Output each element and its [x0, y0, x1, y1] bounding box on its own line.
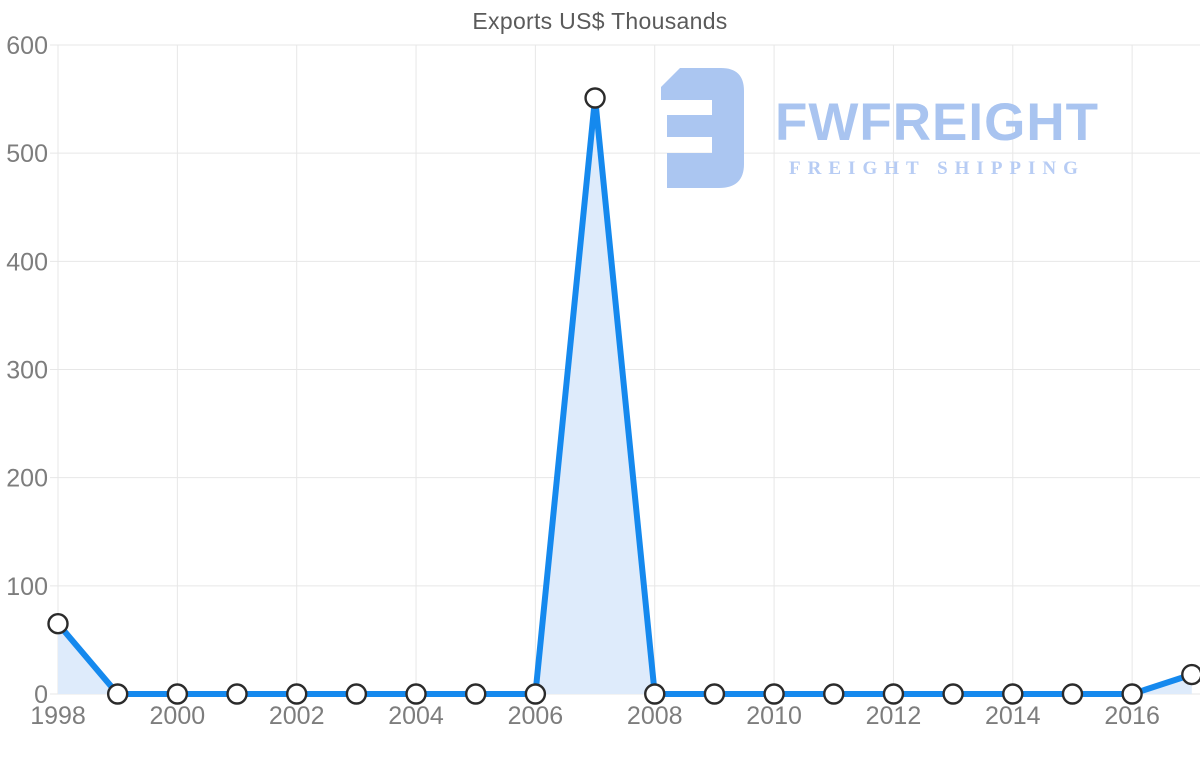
- data-point-marker[interactable]: [166, 683, 189, 705]
- data-point-marker[interactable]: [524, 683, 547, 705]
- x-axis-tick-label: 2016: [1104, 702, 1160, 730]
- data-point-marker[interactable]: [345, 683, 368, 705]
- x-axis-tick-label: 2008: [627, 702, 683, 730]
- y-axis-tick-label: 300: [6, 357, 48, 385]
- data-point-marker[interactable]: [106, 683, 129, 705]
- x-axis-tick-label: 2014: [985, 702, 1041, 730]
- chart-title: Exports US$ Thousands: [472, 8, 728, 34]
- y-axis-tick-label: 400: [6, 248, 48, 276]
- data-point-marker[interactable]: [285, 683, 308, 705]
- y-axis-tick-label: 200: [6, 465, 48, 493]
- data-point-marker[interactable]: [584, 87, 606, 109]
- data-point-marker[interactable]: [1121, 683, 1143, 705]
- data-point-marker[interactable]: [405, 683, 427, 705]
- data-point-marker[interactable]: [763, 683, 785, 705]
- x-axis-tick-label: 2000: [150, 702, 206, 730]
- series-area-fill: [58, 98, 1192, 695]
- data-point-marker[interactable]: [942, 683, 964, 705]
- data-point-marker[interactable]: [1002, 683, 1024, 705]
- x-axis-tick-label: 2002: [269, 702, 325, 730]
- data-point-marker[interactable]: [1061, 683, 1084, 705]
- data-point-marker[interactable]: [644, 683, 666, 705]
- x-axis-tick-label: 2004: [388, 702, 444, 730]
- data-point-marker[interactable]: [882, 683, 905, 705]
- data-point-marker[interactable]: [465, 683, 487, 705]
- x-axis-tick-label: 2006: [508, 702, 564, 730]
- y-axis-tick-label: 0: [34, 681, 48, 709]
- x-axis-tick-label: 2012: [866, 702, 922, 730]
- y-axis-tick-label: 500: [6, 140, 48, 168]
- x-axis-tick-label: 1998: [30, 702, 86, 730]
- x-axis-tick-label: 2010: [746, 702, 802, 730]
- data-point-marker[interactable]: [1181, 663, 1200, 686]
- y-axis-tick-label: 600: [6, 32, 48, 60]
- data-point-marker[interactable]: [823, 683, 845, 705]
- data-point-marker[interactable]: [47, 612, 69, 635]
- y-axis-tick-label: 100: [6, 573, 48, 601]
- data-point-marker[interactable]: [703, 683, 726, 705]
- data-point-marker[interactable]: [226, 683, 248, 705]
